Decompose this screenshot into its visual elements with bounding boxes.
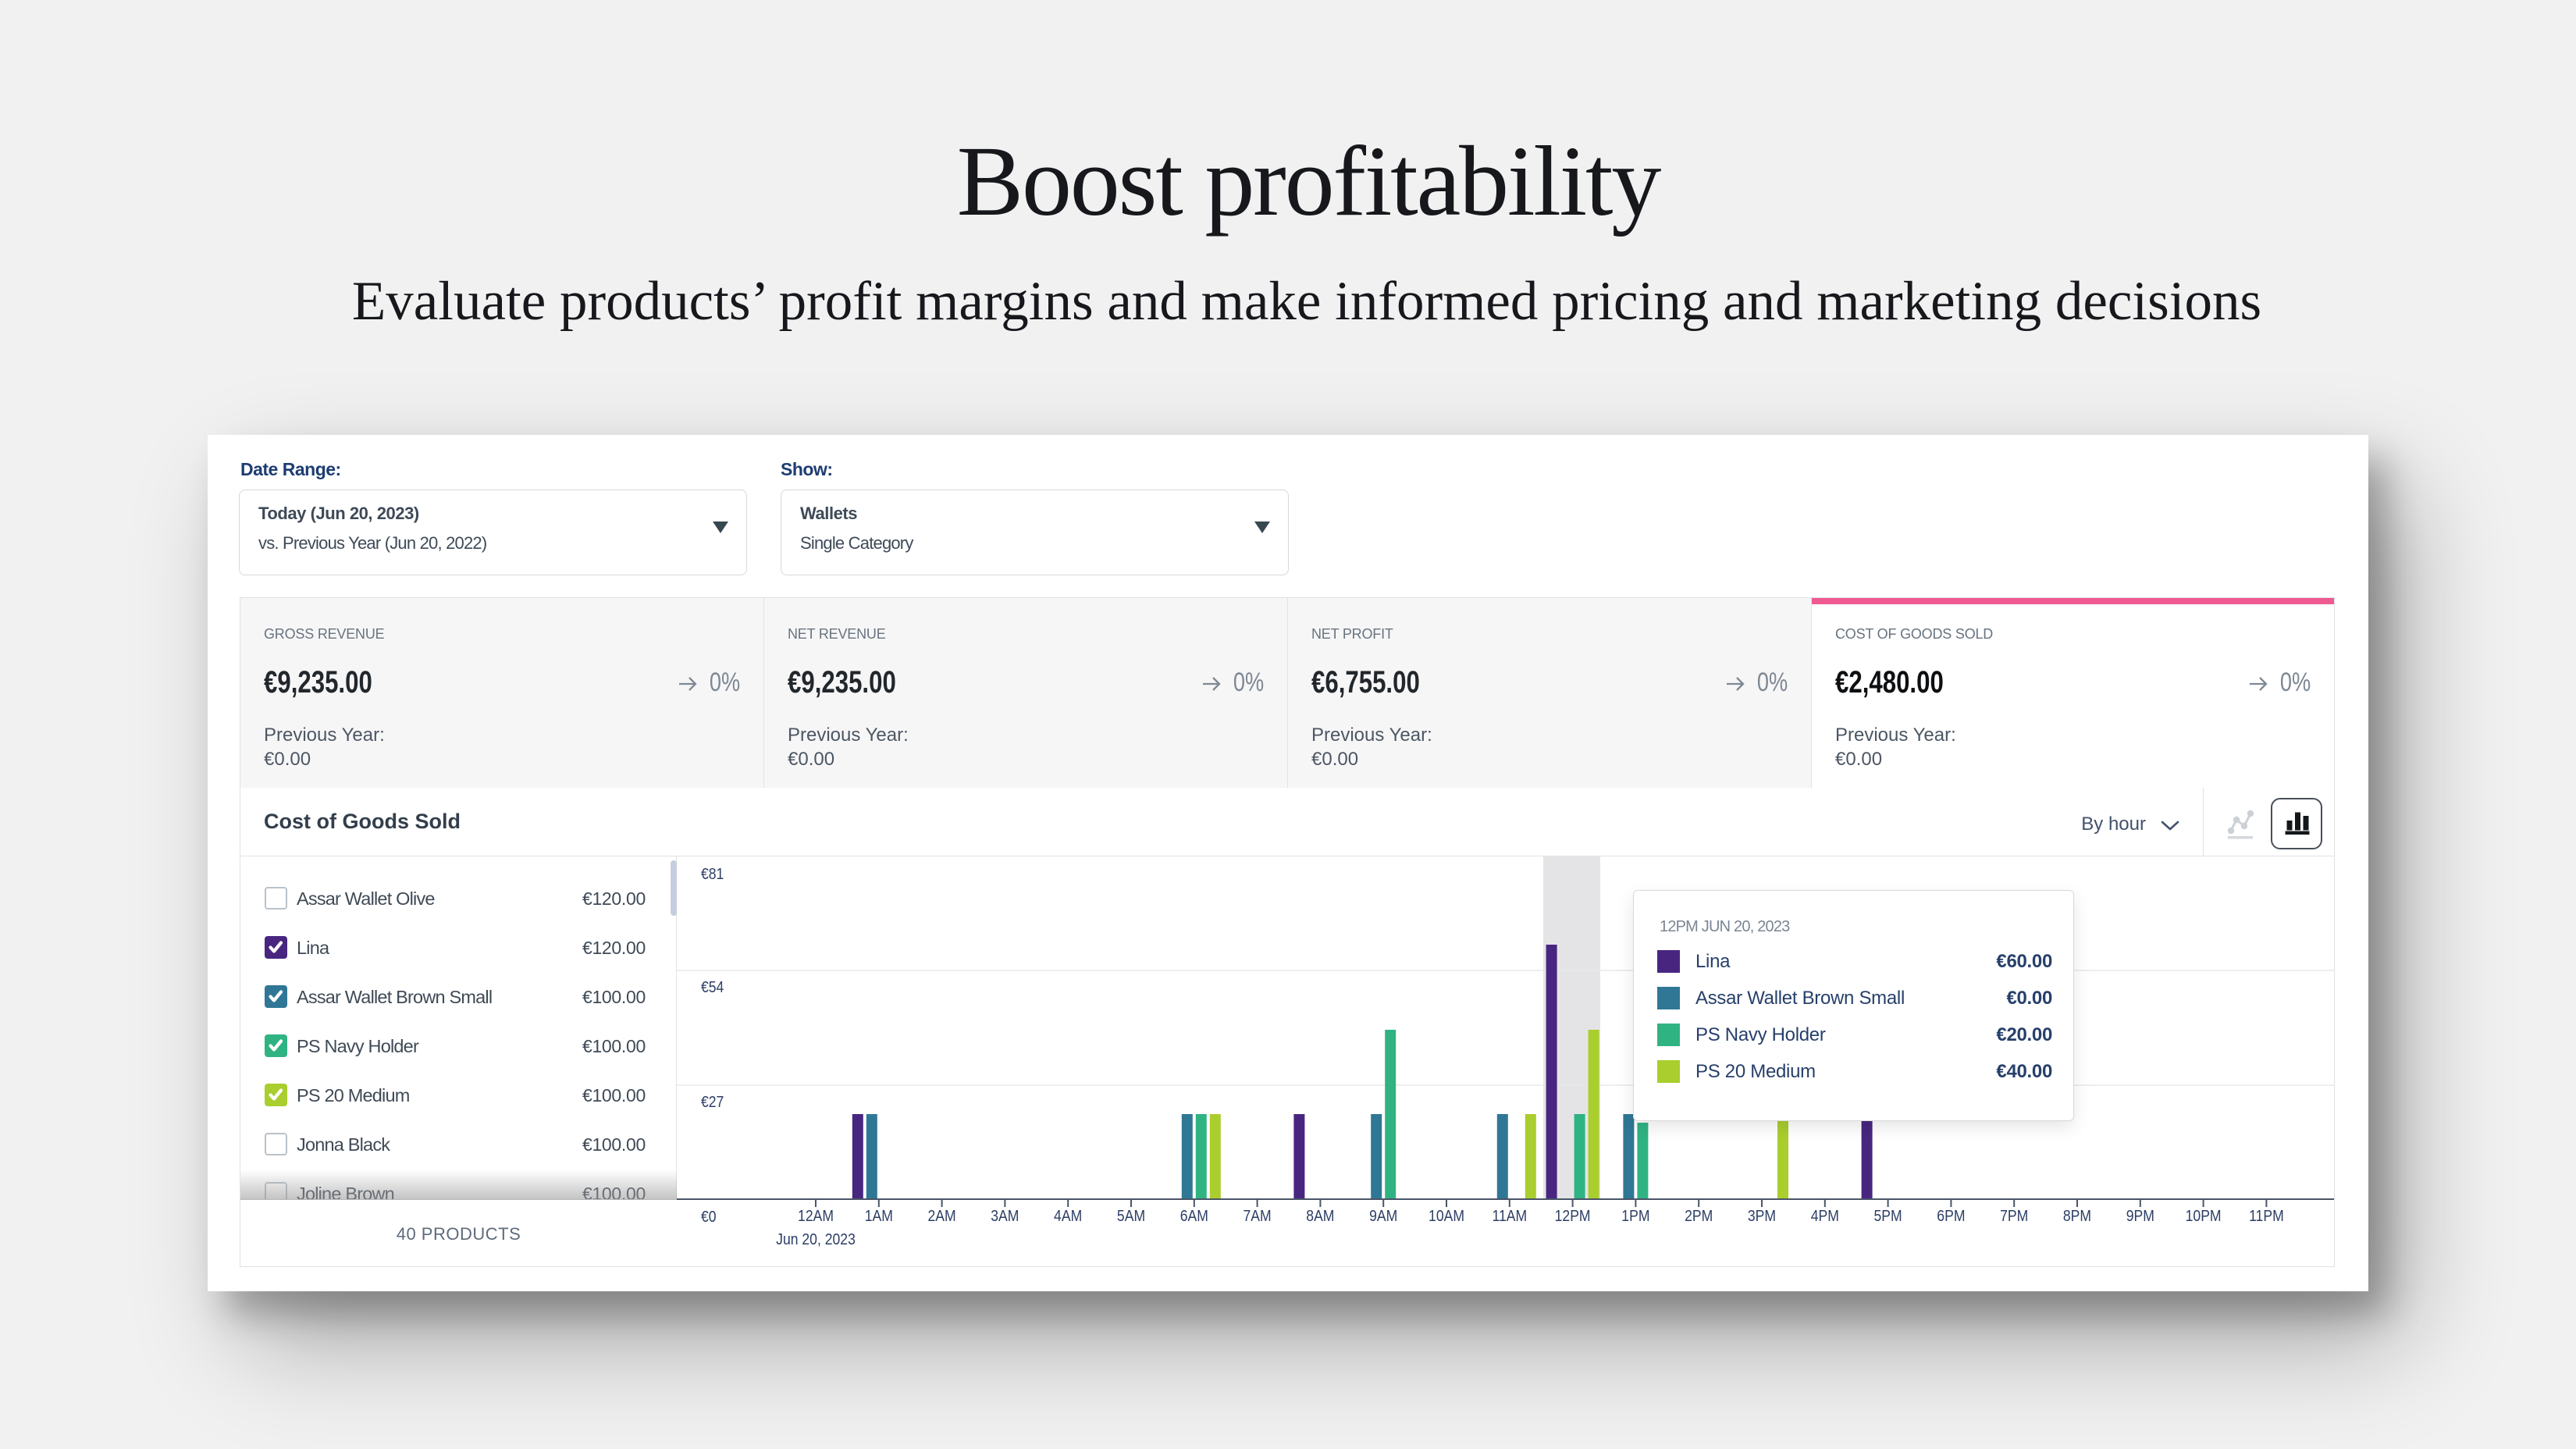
svg-text:10AM: 10AM <box>1429 1207 1464 1224</box>
svg-text:9AM: 9AM <box>1369 1207 1397 1224</box>
svg-text:€54: €54 <box>701 978 724 995</box>
svg-text:5PM: 5PM <box>1874 1207 1902 1224</box>
svg-text:€81: €81 <box>701 865 724 882</box>
svg-text:7PM: 7PM <box>2000 1207 2028 1224</box>
svg-text:€0: €0 <box>701 1208 717 1225</box>
svg-text:3AM: 3AM <box>991 1207 1019 1224</box>
svg-text:11PM: 11PM <box>2249 1207 2284 1224</box>
svg-text:8PM: 8PM <box>2063 1207 2091 1224</box>
svg-text:11AM: 11AM <box>1492 1207 1527 1224</box>
svg-text:9PM: 9PM <box>2126 1207 2154 1224</box>
svg-text:6PM: 6PM <box>1937 1207 1965 1224</box>
svg-text:2AM: 2AM <box>928 1207 956 1224</box>
svg-text:10PM: 10PM <box>2186 1207 2222 1224</box>
svg-text:Jun 20, 2023: Jun 20, 2023 <box>776 1230 856 1248</box>
svg-text:2PM: 2PM <box>1685 1207 1713 1224</box>
svg-text:1PM: 1PM <box>1621 1207 1649 1224</box>
svg-text:12AM: 12AM <box>798 1207 834 1224</box>
svg-text:7AM: 7AM <box>1244 1207 1272 1224</box>
svg-text:6AM: 6AM <box>1180 1207 1208 1224</box>
svg-text:5AM: 5AM <box>1117 1207 1145 1224</box>
svg-text:4AM: 4AM <box>1054 1207 1082 1224</box>
svg-text:8AM: 8AM <box>1306 1207 1334 1224</box>
svg-text:4PM: 4PM <box>1811 1207 1839 1224</box>
svg-text:€27: €27 <box>701 1093 724 1110</box>
svg-text:1AM: 1AM <box>865 1207 893 1224</box>
svg-text:3PM: 3PM <box>1748 1207 1776 1224</box>
svg-text:12PM: 12PM <box>1555 1207 1591 1224</box>
